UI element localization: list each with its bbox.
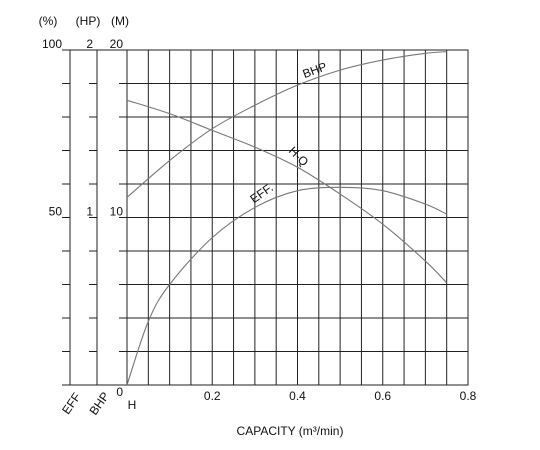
y3-tick-label: 10	[110, 205, 124, 219]
y2-axis-unit: (HP)	[76, 14, 101, 28]
x-tick-label: 0.4	[289, 389, 306, 403]
y3-tick-label: 20	[110, 37, 124, 51]
curve	[126, 99, 448, 284]
y-tick-label: 50	[49, 205, 63, 219]
y3-tick-label: 0	[116, 385, 123, 399]
curve-label: BHP	[301, 59, 329, 81]
y3-axis-unit: (M)	[111, 14, 129, 28]
curve	[126, 186, 447, 386]
y-tick-label: 100	[42, 37, 62, 51]
curve-label: H-Q	[286, 144, 311, 169]
x-tick-label: 0.6	[374, 389, 391, 403]
x-tick-label: 0.8	[460, 389, 477, 403]
y-axis-unit: (%)	[39, 14, 58, 28]
x-axis-label: CAPACITY (m³/min)	[237, 424, 344, 438]
y-axis-name: EFF	[59, 390, 83, 417]
curve	[126, 51, 447, 198]
y2-tick-label: 2	[86, 37, 93, 51]
x-tick-label: 0.2	[204, 389, 221, 403]
y3-axis-name: H	[128, 398, 137, 412]
y2-axis-name: BHP	[87, 389, 113, 417]
y2-tick-label: 1	[86, 205, 93, 219]
